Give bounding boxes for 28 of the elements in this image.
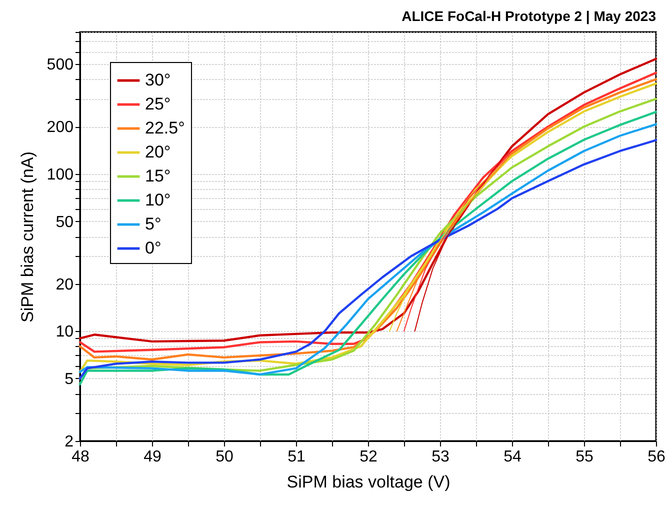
legend-label: 30°	[145, 70, 171, 90]
x-tick-label: 49	[144, 448, 162, 466]
y-axis-title: SiPM bias current (nA)	[18, 152, 37, 322]
y-tick-label: 2	[64, 434, 74, 450]
x-tick-label: 53	[432, 448, 450, 466]
x-tick-label: 56	[648, 448, 666, 466]
x-tick-label: 50	[216, 448, 234, 466]
y-tick-label: 5	[64, 370, 74, 388]
y-tick-label: 500	[46, 56, 74, 74]
y-tick-label: 100	[46, 166, 74, 184]
legend-label: 10°	[145, 190, 171, 210]
legend-label: 25°	[145, 94, 171, 114]
legend-label: 22.5°	[145, 118, 185, 138]
y-tick-label: 200	[46, 119, 74, 136]
x-tick-label: 54	[504, 448, 522, 466]
legend-label: 5°	[145, 214, 162, 234]
y-tick-label: 50	[56, 214, 74, 231]
chart-title: ALICE FoCal-H Prototype 2 | May 2023	[402, 8, 656, 25]
y-tick-label: 10	[56, 324, 74, 341]
x-tick-label: 52	[360, 448, 378, 466]
x-tick-label: 48	[72, 448, 90, 466]
x-tick-label: 55	[576, 448, 594, 466]
x-tick-label: 51	[288, 448, 306, 466]
x-axis-title: SiPM bias voltage (V)	[286, 472, 450, 492]
y-tick-label: 20	[56, 276, 74, 294]
legend-label: 20°	[145, 142, 171, 162]
legend-label: 15°	[145, 166, 171, 186]
legend-label: 0°	[145, 238, 162, 258]
